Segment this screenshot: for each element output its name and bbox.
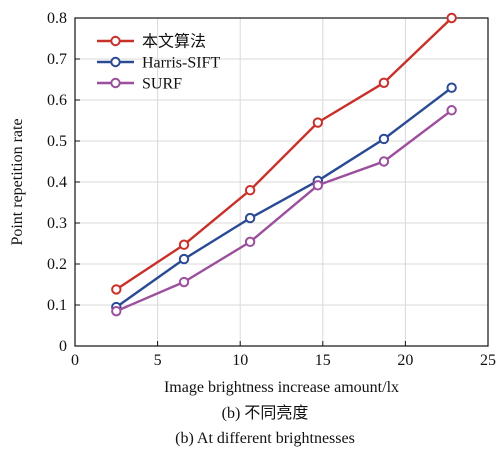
ticks: 0 5 10 15 20 25 0 0.1 0.2 0.3 0.4 0.5 0.6 0.7 0.8 bbox=[47, 10, 496, 369]
data-point-0 bbox=[446, 12, 457, 24]
data-point-1 bbox=[446, 82, 457, 93]
y-tick-label: 0.7 bbox=[47, 51, 67, 68]
data-point-0 bbox=[244, 185, 256, 196]
data-point-0 bbox=[378, 77, 390, 88]
caption-english: (b) At different brightnesses bbox=[175, 430, 355, 447]
series-line-2 bbox=[115, 109, 453, 313]
series-group bbox=[111, 12, 457, 317]
legend-marker bbox=[110, 56, 121, 68]
x-tick-label: 10 bbox=[232, 352, 248, 369]
data-point-2 bbox=[312, 180, 324, 191]
y-tick-label: 0.5 bbox=[47, 133, 67, 150]
x-tick-label: 15 bbox=[315, 352, 331, 369]
legend: 本文算法 Harris-SIFT SURF bbox=[97, 32, 220, 93]
y-tick-label: 0.4 bbox=[47, 174, 67, 191]
data-point-0 bbox=[178, 239, 190, 250]
data-point-2 bbox=[378, 156, 390, 167]
x-tick-label: 25 bbox=[480, 352, 496, 369]
data-point-0 bbox=[111, 284, 122, 295]
y-tick-label: 0.6 bbox=[47, 92, 67, 109]
data-point-0 bbox=[312, 117, 324, 128]
data-point-2 bbox=[244, 236, 256, 248]
data-point-1 bbox=[378, 133, 390, 145]
data-point-1 bbox=[244, 212, 256, 224]
data-point-2 bbox=[111, 305, 122, 317]
x-tick-label: 5 bbox=[154, 352, 162, 369]
legend-label: SURF bbox=[142, 76, 182, 93]
caption-chinese: (b) 不同亮度 bbox=[222, 404, 309, 422]
y-axis-label: Point repetition rate bbox=[9, 118, 26, 245]
y-tick-label: 0.8 bbox=[47, 10, 67, 27]
y-tick-label: 0.2 bbox=[47, 256, 67, 273]
legend-label: Harris-SIFT bbox=[142, 55, 220, 72]
data-point-1 bbox=[178, 253, 190, 265]
series-line-1 bbox=[115, 86, 453, 309]
x-tick-label: 20 bbox=[397, 352, 413, 369]
grid bbox=[74, 17, 489, 347]
data-point-2 bbox=[178, 276, 190, 288]
legend-label: 本文算法 bbox=[142, 32, 206, 51]
y-tick-label: 0 bbox=[59, 338, 67, 355]
x-tick-label: 0 bbox=[71, 352, 79, 369]
legend-marker bbox=[110, 35, 121, 47]
legend-marker bbox=[110, 77, 121, 89]
y-tick-label: 0.1 bbox=[47, 297, 67, 314]
y-tick-label: 0.3 bbox=[47, 215, 67, 232]
series-line-0 bbox=[115, 17, 453, 291]
x-axis-label: Image brightness increase amount/lx bbox=[164, 379, 399, 396]
data-point-2 bbox=[446, 105, 457, 116]
